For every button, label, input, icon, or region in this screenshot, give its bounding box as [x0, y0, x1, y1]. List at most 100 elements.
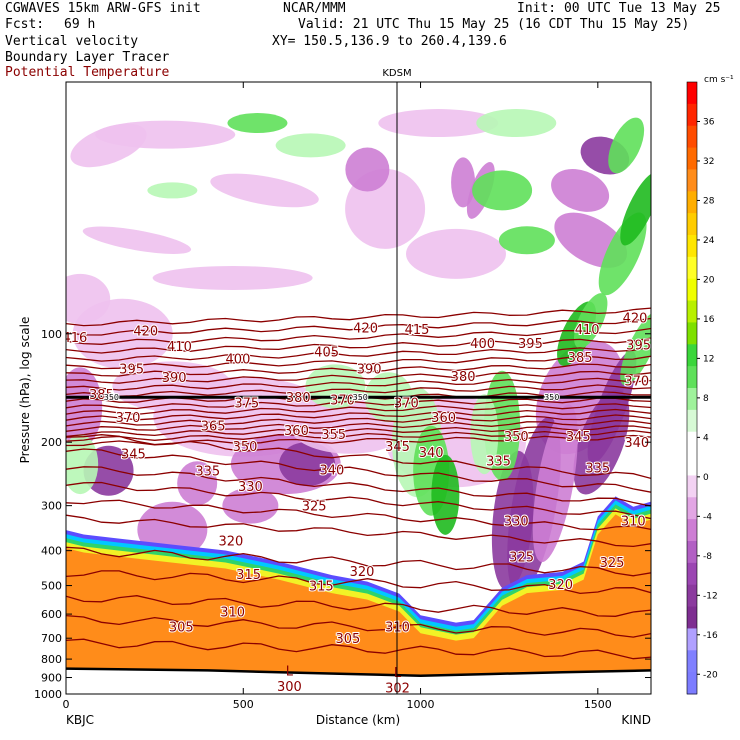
colorbar-swatch: [687, 541, 697, 564]
theta-line: [66, 434, 651, 480]
velocity-blob: [620, 172, 651, 246]
velocity-blob: [279, 442, 336, 487]
theta-label: 360: [284, 424, 309, 439]
theta-label: 335: [195, 465, 220, 480]
colorbar-label: 4: [703, 433, 709, 443]
colorbar-label: -20: [703, 670, 718, 680]
theta-label: 305: [335, 632, 360, 647]
header-field-2: Boundary Layer Tracer: [5, 50, 170, 65]
theta-label: 410: [167, 340, 192, 355]
colorbar-swatch: [687, 82, 697, 105]
velocity-blob: [551, 169, 610, 212]
velocity-blob: [608, 117, 645, 174]
theta-label: 320: [548, 578, 573, 593]
theta-label: 335: [585, 461, 610, 476]
tropopause-label: 350: [544, 393, 559, 402]
y-tick-label: 1000: [34, 688, 62, 701]
theta-label: 395: [119, 363, 144, 378]
theta-line: [66, 546, 651, 577]
theta-label: 405: [314, 346, 339, 361]
theta-label: 345: [121, 448, 146, 463]
theta-line: [66, 514, 651, 548]
colorbar-swatch: [687, 278, 697, 302]
theta-label: 330: [238, 480, 263, 495]
velocity-blob: [147, 182, 198, 199]
theta-label: 335: [486, 455, 511, 470]
theta-line: [66, 397, 651, 410]
theta-line: [66, 419, 651, 432]
theta-label: 350: [504, 430, 529, 445]
theta-label: 315: [236, 568, 261, 583]
theta-label: 340: [419, 446, 444, 461]
colorbar-frame: [686, 81, 698, 695]
theta-line: [66, 499, 651, 531]
header-init: Init: 00 UTC Tue 13 May 25: [517, 1, 721, 16]
velocity-blob: [152, 265, 313, 290]
y-tick-label: 200: [41, 436, 62, 449]
theta-label: 355: [321, 428, 346, 443]
colorbar-label: 36: [703, 117, 715, 127]
colorbar-label: -8: [703, 552, 712, 562]
theta-label: 380: [286, 391, 311, 406]
theta-line: [66, 370, 651, 384]
colorbar-label: 20: [703, 275, 715, 285]
theta-label: 330: [504, 515, 529, 530]
velocity-blob: [378, 109, 499, 138]
theta-label: 375: [234, 396, 259, 411]
colorbar-swatch: [687, 475, 697, 498]
velocity-blob: [345, 147, 390, 192]
theta-line: [66, 570, 651, 595]
tropopause-label: 350: [104, 393, 119, 402]
colorbar-swatch: [687, 388, 697, 411]
theta-line: [66, 327, 651, 345]
theta-label: 410: [575, 323, 600, 338]
velocity-blob: [210, 173, 319, 208]
velocity-blob: [431, 454, 460, 535]
velocity-blob: [472, 170, 533, 211]
theta-label: 315: [309, 580, 334, 595]
colorbar-swatch: [687, 256, 697, 280]
theta-label: 380: [451, 370, 476, 385]
theta-label: 390: [162, 371, 187, 386]
theta-label: 320: [218, 535, 243, 550]
y-axis: 100 200 300 400 500 600 700 800 900 1000: [34, 328, 651, 701]
velocity-blob: [275, 133, 346, 158]
theta-label: 370: [624, 375, 649, 390]
theta-label: 370: [116, 411, 141, 426]
colorbar-swatch: [687, 125, 697, 149]
x-tick-label: 1000: [407, 698, 435, 711]
header-valid: Valid: 21 UTC Thu 15 May 25 (16 CDT Thu …: [298, 17, 690, 32]
x-tick-label: 0: [63, 698, 70, 711]
colorbar-swatch: [687, 147, 697, 170]
velocity-blob: [227, 113, 288, 134]
header-field-1: Vertical velocity: [5, 34, 139, 49]
colorbar-swatch: [687, 300, 697, 323]
y-tick-label: 500: [41, 580, 62, 593]
x-tick-label: 1500: [584, 698, 612, 711]
theta-label: 310: [621, 515, 646, 530]
y-axis-title: Pressure (hPa), log scale: [18, 317, 32, 464]
colorbar-swatch: [687, 103, 697, 127]
y-tick-label: 600: [41, 608, 62, 621]
theta-label: 350: [233, 440, 258, 455]
ground: [66, 668, 651, 694]
theta-line: [66, 307, 651, 327]
header-field-3: Potential Temperature: [5, 65, 170, 80]
tropopause-label: 350: [353, 393, 368, 402]
y-tick-label: 900: [41, 672, 62, 685]
colorbar-swatch: [687, 606, 697, 629]
velocity-blob: [470, 394, 499, 475]
theta-line: [66, 448, 651, 493]
theta-label: 325: [600, 556, 625, 571]
theta-line: [66, 638, 651, 660]
colorbar-label: -4: [703, 512, 712, 522]
y-tick-label: 800: [41, 653, 62, 666]
theta-label: 300: [277, 680, 302, 695]
theta-line: [66, 355, 651, 370]
theta-label: 400: [226, 352, 251, 367]
y-tick-label: 400: [41, 545, 62, 558]
theta-label: 385: [568, 351, 593, 366]
end-station-label: KIND: [621, 713, 651, 727]
